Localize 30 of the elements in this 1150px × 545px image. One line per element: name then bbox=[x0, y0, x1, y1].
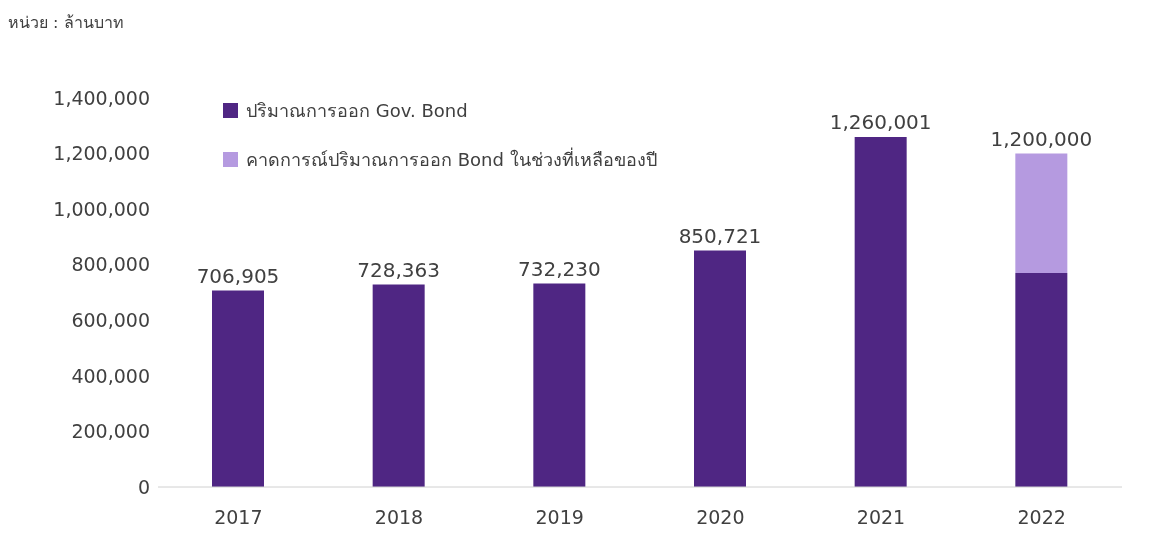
bar bbox=[694, 250, 746, 487]
legend-label: ปริมาณการออก Gov. Bond bbox=[246, 99, 468, 123]
y-tick-label: 200,000 bbox=[71, 420, 150, 443]
total-label: 850,721 bbox=[678, 223, 762, 248]
x-tick-label: 2022 bbox=[1017, 506, 1066, 529]
x-tick-label: 2019 bbox=[535, 506, 584, 529]
y-tick-label: 600,000 bbox=[71, 309, 150, 332]
bar bbox=[1015, 273, 1068, 487]
y-tick-label: 1,200,000 bbox=[53, 142, 150, 165]
total-label: 1,260,001 bbox=[829, 109, 932, 134]
y-tick-label: 0 bbox=[137, 475, 150, 498]
x-tick-label: 2018 bbox=[374, 506, 424, 529]
text: หน่วย : ล้านบาท bbox=[8, 12, 124, 34]
x-tick-label: 2021 bbox=[856, 506, 906, 529]
bar bbox=[372, 284, 425, 487]
total-label: 728,363 bbox=[357, 257, 441, 282]
y-tick-label: 1,400,000 bbox=[53, 86, 150, 109]
y-tick-label: 800,000 bbox=[71, 253, 150, 276]
bar bbox=[533, 283, 586, 487]
bar bbox=[1015, 153, 1068, 274]
y-tick-label: 1,000,000 bbox=[53, 197, 150, 220]
x-tick-label: 2017 bbox=[214, 506, 263, 529]
legend-label: คาดการณ์ปริมาณการออก Bond ในช่วงที่เหลือของปี bbox=[246, 146, 657, 172]
bar bbox=[212, 290, 264, 487]
total-label: 706,905 bbox=[196, 263, 280, 288]
y-tick-label: 400,000 bbox=[71, 364, 150, 387]
x-tick-label: 2020 bbox=[696, 506, 745, 529]
total-label: 732,230 bbox=[517, 256, 601, 281]
bar bbox=[854, 136, 907, 487]
total-label: 1,200,000 bbox=[990, 126, 1093, 151]
